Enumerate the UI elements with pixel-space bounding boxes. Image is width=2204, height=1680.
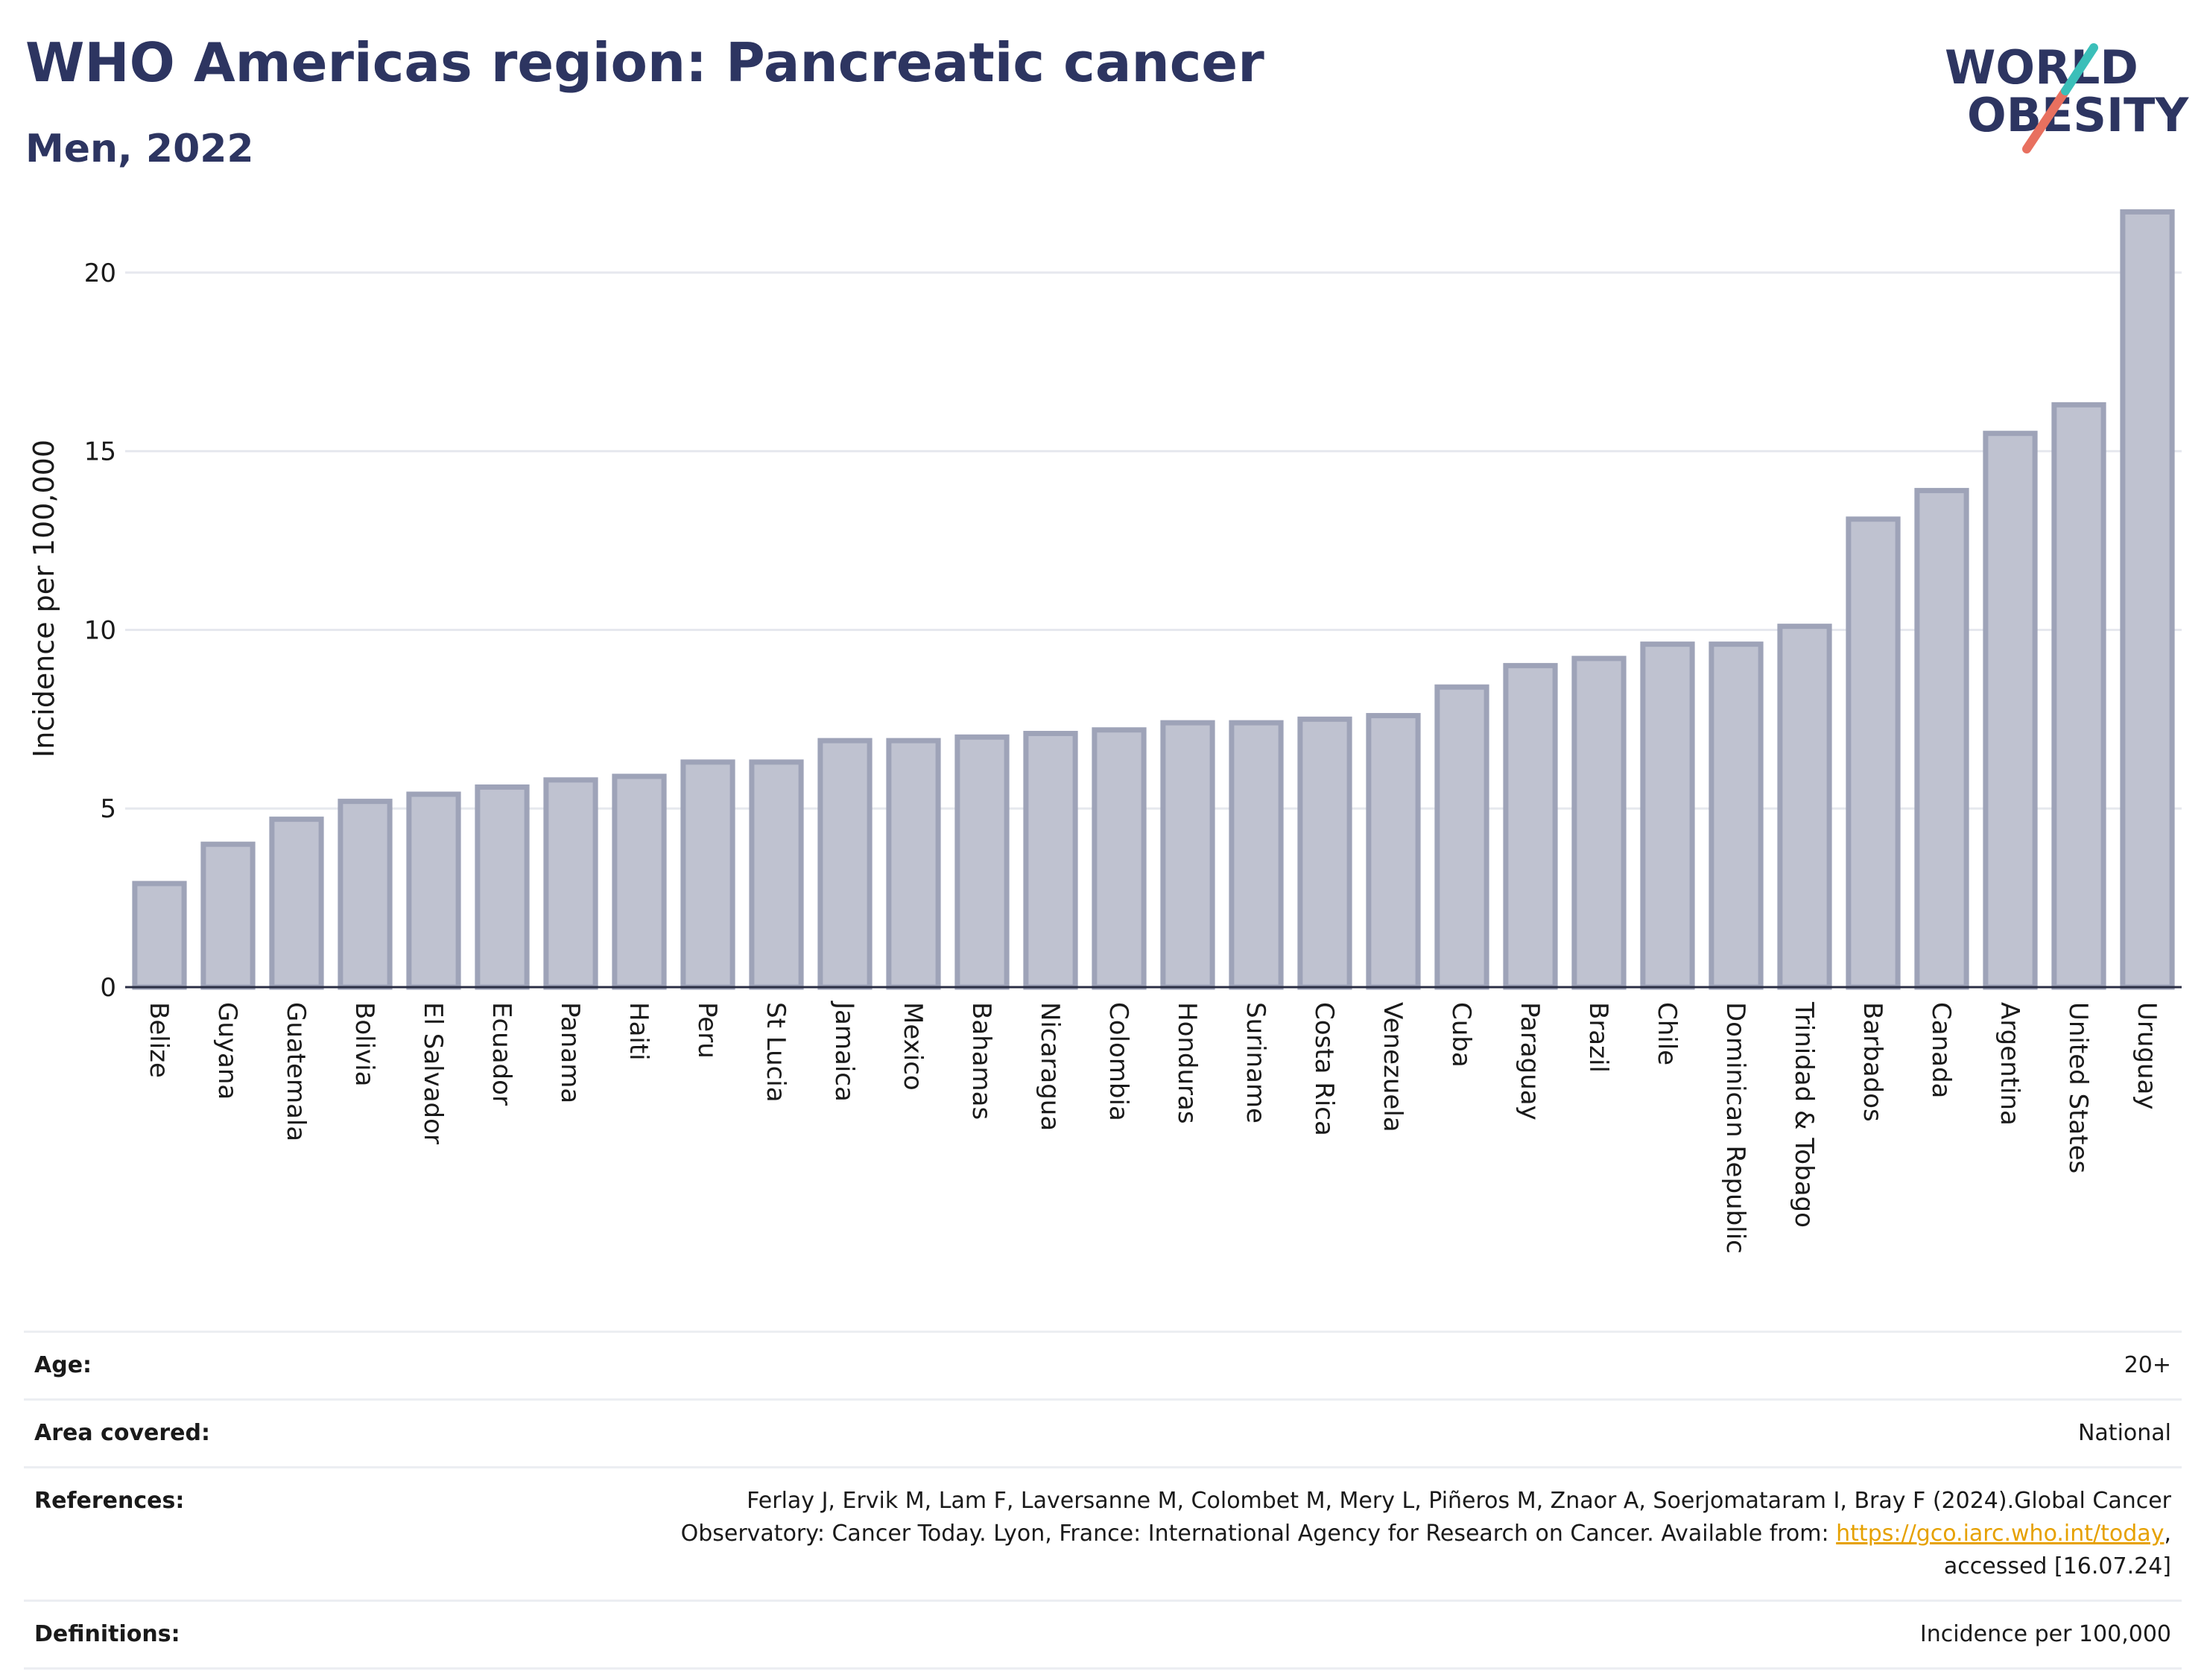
chart-subtitle: Men, 2022 <box>25 127 254 171</box>
metadata-table: Age: 20+ Area covered: National Referenc… <box>24 1331 2182 1670</box>
bar[interactable] <box>338 799 393 990</box>
x-category-label: Argentina <box>1995 1002 2024 1126</box>
bar[interactable] <box>1846 516 1901 990</box>
bar[interactable] <box>1777 624 1832 990</box>
x-category-label: St Lucia <box>761 1002 791 1103</box>
bar[interactable] <box>1640 641 1695 990</box>
references-label: References: <box>34 1488 185 1514</box>
x-category-label: Bolivia <box>349 1002 379 1086</box>
references-text-2: Observatory: Cancer Today. Lyon, France:… <box>680 1521 1837 1547</box>
bar[interactable] <box>817 738 873 990</box>
x-category-label: Belize <box>144 1002 174 1078</box>
bar[interactable] <box>612 773 667 990</box>
area-value: National <box>2077 1420 2171 1446</box>
x-category-label: Peru <box>692 1002 722 1059</box>
logo-line1: WORLD <box>1945 40 2138 95</box>
bar[interactable] <box>200 841 256 990</box>
definitions-value: Incidence per 100,000 <box>1919 1621 2171 1647</box>
x-category-label: Panama <box>555 1002 585 1103</box>
x-category-labels: Belize Guyana Guatemala Bolivia El Salvador E… <box>144 1001 2162 1254</box>
meta-row-area: Area covered: National <box>24 1399 2182 1468</box>
y-tick-label: 10 <box>84 615 116 645</box>
x-category-label: Guatemala <box>281 1002 311 1141</box>
x-category-label: United States <box>2063 1002 2093 1173</box>
y-tick-label: 20 <box>84 259 116 288</box>
bar[interactable] <box>680 759 735 990</box>
bar[interactable] <box>1229 720 1284 990</box>
logo-slash-teal <box>2061 43 2098 95</box>
meta-row-age: Age: 20+ <box>24 1331 2182 1400</box>
references-text-1: Ferlay J, Ervik M, Lam F, Laversanne M, … <box>747 1488 2171 1514</box>
x-category-label: Suriname <box>1241 1002 1270 1123</box>
bar[interactable] <box>1023 731 1078 990</box>
bar[interactable] <box>543 777 598 990</box>
references-text-4: accessed [16.07.24] <box>1943 1553 2171 1579</box>
references-link[interactable]: https://gco.iarc.who.int/today <box>1836 1521 2165 1547</box>
x-category-label: Brazil <box>1583 1002 1613 1073</box>
bar[interactable] <box>1983 431 2038 990</box>
y-tick-label: 15 <box>84 437 116 467</box>
bar[interactable] <box>1709 641 1764 990</box>
bar[interactable] <box>1571 656 1627 990</box>
bar[interactable] <box>749 759 804 990</box>
x-category-label: Guyana <box>212 1002 242 1100</box>
bar[interactable] <box>954 734 1010 990</box>
x-category-label: Mexico <box>898 1002 928 1091</box>
bar[interactable] <box>1366 713 1421 990</box>
meta-row-definitions: Definitions: Incidence per 100,000 <box>24 1600 2182 1669</box>
y-tick-labels: 0 5 10 15 20 <box>84 259 116 1003</box>
bar[interactable] <box>406 791 461 990</box>
x-category-label: Canada <box>1926 1002 1956 1098</box>
x-category-label: Honduras <box>1172 1002 1202 1124</box>
x-category-label: Jamaica <box>829 1001 859 1102</box>
x-category-label: Costa Rica <box>1309 1002 1339 1136</box>
age-label: Age: <box>34 1352 92 1378</box>
logo-slash-red <box>2022 86 2070 153</box>
bar[interactable] <box>1434 684 1489 990</box>
x-category-label: Cuba <box>1446 1002 1476 1068</box>
bar[interactable] <box>1914 487 1969 990</box>
references-value: Ferlay J, Ervik M, Lam F, Laversanne M, … <box>358 1468 2182 1601</box>
grid-lines <box>125 271 2182 810</box>
x-category-label: Barbados <box>1858 1002 1887 1122</box>
world-obesity-logo: WORLD OBESITY <box>1945 40 2189 153</box>
x-category-label: Chile <box>1652 1002 1682 1065</box>
bar[interactable] <box>132 881 187 990</box>
meta-row-references: References: Ferlay J, Ervik M, Lam F, La… <box>24 1467 2182 1601</box>
bar[interactable] <box>2120 209 2175 990</box>
x-category-label: Paraguay <box>1515 1002 1545 1120</box>
x-category-label: Haiti <box>624 1002 653 1061</box>
x-category-label: Colombia <box>1103 1002 1133 1121</box>
x-category-label: Bahamas <box>966 1002 996 1120</box>
bar[interactable] <box>1092 727 1147 990</box>
logo-line2: OBESITY <box>1967 88 2189 142</box>
bar-chart: 0 5 10 15 20 Belize Guyana Guatemala Bolivia El … <box>28 209 2182 1254</box>
x-category-label: Uruguay <box>2132 1002 2162 1110</box>
y-axis-title: Incidence per 100,000 <box>28 440 60 758</box>
x-category-label: Trinidad & Tobago <box>1789 1001 1819 1228</box>
x-category-label: El Salvador <box>418 1002 448 1144</box>
x-category-label: Ecuador <box>487 1002 516 1106</box>
bar[interactable] <box>886 738 941 990</box>
bar[interactable] <box>2051 402 2106 990</box>
bars <box>132 209 2175 990</box>
x-category-label: Nicaragua <box>1035 1002 1065 1131</box>
bar[interactable] <box>475 784 530 990</box>
y-tick-label: 0 <box>100 973 116 1003</box>
bar[interactable] <box>1160 720 1215 990</box>
bar[interactable] <box>269 817 324 990</box>
references-text-3: , <box>2164 1521 2171 1547</box>
bar[interactable] <box>1503 662 1558 990</box>
chart-title: WHO Americas region: Pancreatic cancer <box>25 31 1264 94</box>
x-category-label: Venezuela <box>1378 1002 1407 1132</box>
definitions-label: Definitions: <box>34 1621 180 1647</box>
area-label: Area covered: <box>34 1420 210 1446</box>
y-tick-label: 5 <box>100 794 116 824</box>
x-category-label: Dominican Republic <box>1720 1002 1750 1254</box>
bar[interactable] <box>1297 716 1352 990</box>
age-value: 20+ <box>2124 1352 2171 1378</box>
